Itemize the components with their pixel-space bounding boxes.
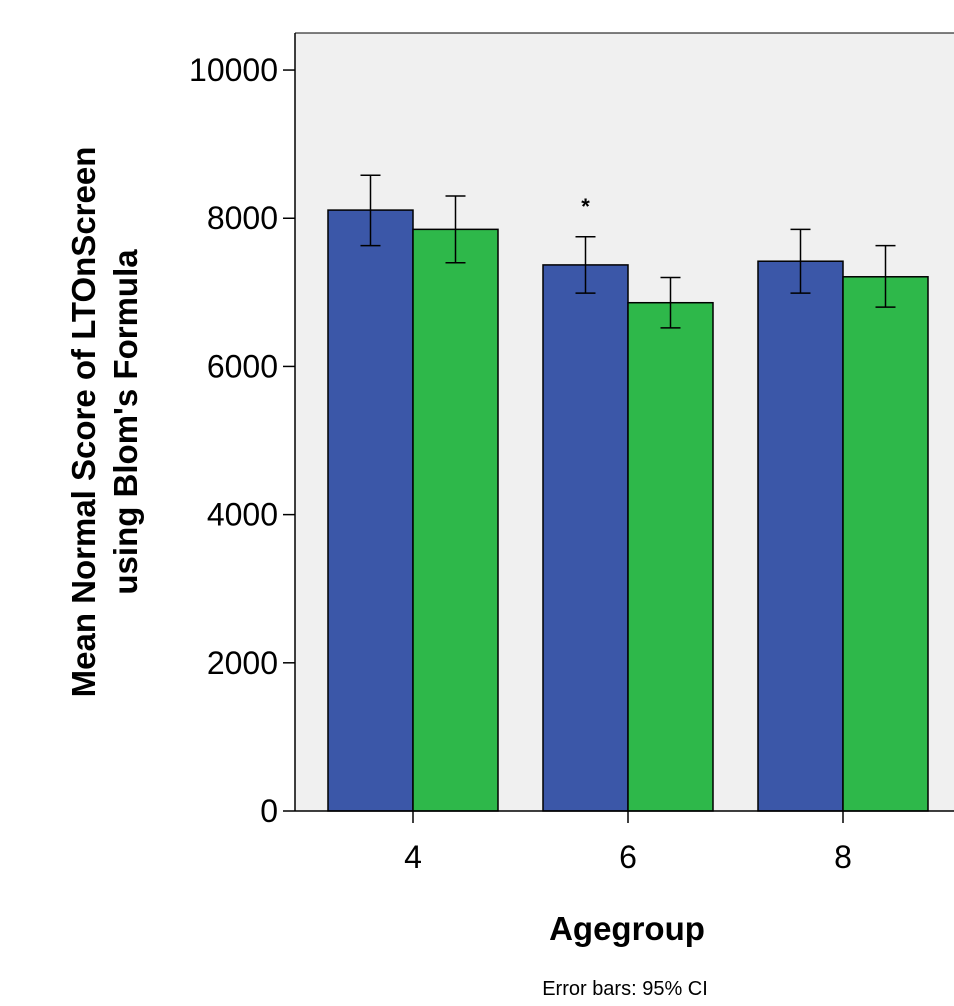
y-axis-title-line-1: Mean Normal Score of LTOnScreen <box>65 147 102 698</box>
y-tick-label-0: 0 <box>260 793 278 829</box>
bars-layer <box>327 209 929 812</box>
y-ticks-layer: 0 2000 4000 6000 8000 10000 <box>189 52 295 829</box>
error-bar-series0-cat8 <box>790 228 811 294</box>
y-axis-title: Mean Normal Score of LTOnScreen using Bl… <box>65 147 144 698</box>
x-tick-label-8: 8 <box>834 839 852 875</box>
y-axis-title-line-2: using Blom's Formula <box>107 249 144 595</box>
significance-marker-0: * <box>581 194 590 219</box>
error-bar-series1-cat6 <box>660 276 681 329</box>
x-ticks-layer: 4 6 8 <box>404 811 852 875</box>
annotations-layer: * <box>581 194 590 219</box>
error-bar-series0-cat6 <box>575 236 596 294</box>
error-bar-series0-cat4 <box>360 174 381 247</box>
y-tick-label-6000: 6000 <box>207 348 278 384</box>
bar-series1-cat8 <box>842 276 929 812</box>
bar-series1-cat6 <box>627 301 714 812</box>
error-bar-series1-cat4 <box>445 195 466 264</box>
x-tick-label-4: 4 <box>404 839 422 875</box>
y-tick-label-4000: 4000 <box>207 497 278 533</box>
x-axis-title: Agegroup <box>549 910 705 947</box>
bar-series0-cat8 <box>757 260 844 812</box>
bar-series0-cat6 <box>542 264 629 812</box>
bar-series1-cat4 <box>412 228 499 812</box>
footnote: Error bars: 95% CI <box>542 978 708 1000</box>
y-tick-label-10000: 10000 <box>189 52 278 88</box>
x-tick-label-6: 6 <box>619 839 637 875</box>
y-tick-label-2000: 2000 <box>207 645 278 681</box>
y-tick-label-8000: 8000 <box>207 200 278 236</box>
error-bars-layer <box>360 174 896 329</box>
error-bar-series1-cat8 <box>875 244 896 308</box>
bar-series0-cat4 <box>327 209 414 812</box>
